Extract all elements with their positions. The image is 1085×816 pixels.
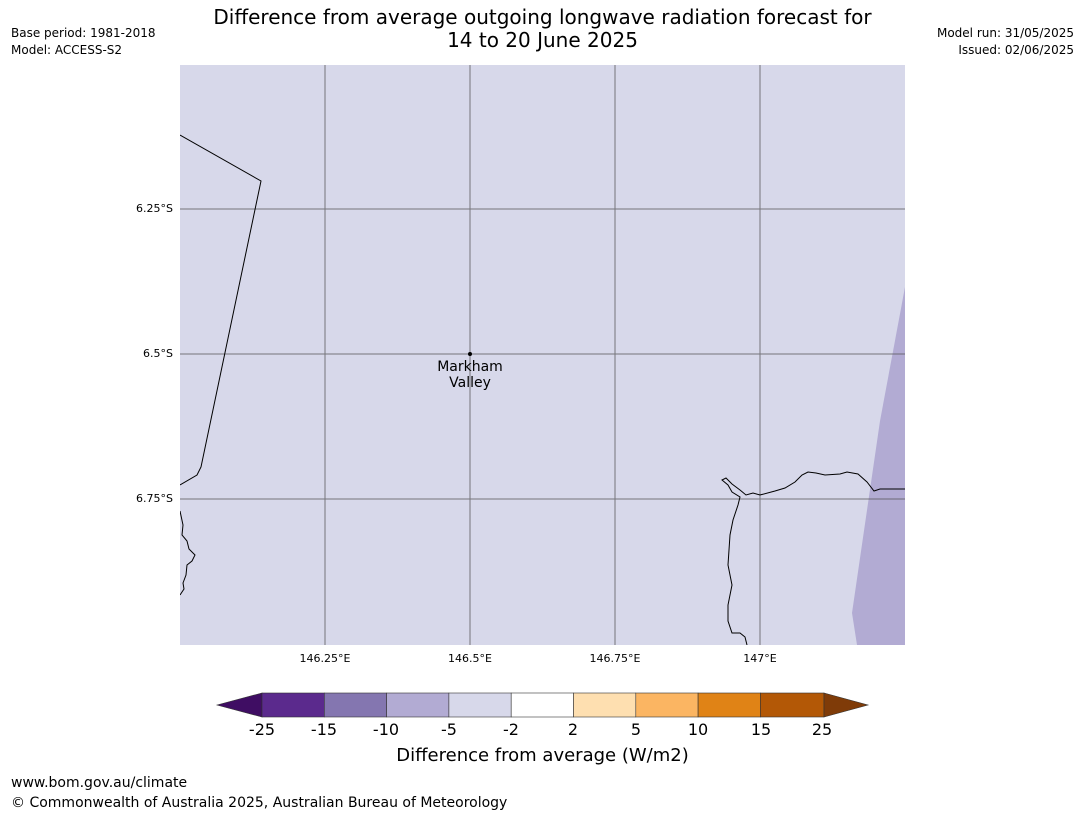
colorbar-segment — [386, 692, 450, 718]
map-canvas[interactable] — [180, 65, 905, 645]
footer-copyright: © Commonwealth of Australia 2025, Austra… — [11, 795, 508, 811]
colorbar-tick: -10 — [372, 720, 400, 739]
colorbar-segment — [697, 692, 761, 718]
lat-label: 6.5°S — [143, 347, 173, 360]
lon-label: 146.25°E — [299, 652, 351, 665]
graticule — [180, 65, 905, 645]
place-marker[interactable] — [468, 352, 472, 356]
place-name-line1: Markham — [437, 359, 503, 375]
meta-left: Base period: 1981-2018 Model: ACCESS-S2 — [11, 25, 156, 59]
colorbar-segment — [324, 692, 387, 718]
meta-right: Model run: 31/05/2025 Issued: 02/06/2025 — [937, 25, 1074, 59]
colorbar-tick: 2 — [567, 720, 579, 739]
colorbar-tick: 25 — [811, 720, 833, 739]
map-title: Difference from average outgoing longwav… — [180, 6, 905, 52]
colorbar-segment — [635, 692, 699, 718]
colorbar-tick: -5 — [441, 720, 457, 739]
colorbar-graphic — [215, 692, 870, 718]
lon-label: 146.5°E — [448, 652, 492, 665]
map-background — [180, 65, 905, 645]
coastline-east — [721, 471, 905, 645]
lon-label: 147°E — [743, 652, 777, 665]
model-text: Model: ACCESS-S2 — [11, 43, 123, 57]
colorbar-segment — [448, 692, 512, 718]
colorbar-extend-high — [823, 692, 870, 718]
colorbar-label: Difference from average (W/m2) — [396, 745, 689, 766]
colorbar-tick: 5 — [630, 720, 642, 739]
colorbar-tick: 10 — [687, 720, 709, 739]
colorbar-tick: -15 — [310, 720, 338, 739]
map-panel[interactable] — [180, 65, 905, 645]
colorbar-extend-low — [215, 692, 263, 718]
colorbar-segment — [510, 692, 574, 718]
map-title-line2: 14 to 20 June 2025 — [447, 28, 638, 52]
colorbar-segment — [261, 692, 325, 718]
place-name-line2: Valley — [449, 375, 491, 391]
map-title-line1: Difference from average outgoing longwav… — [213, 5, 872, 29]
lat-label: 6.25°S — [136, 202, 173, 215]
coastline-west — [180, 510, 196, 596]
footer-url[interactable]: www.bom.gov.au/climate — [11, 775, 188, 791]
lon-label: 146.75°E — [589, 652, 641, 665]
base-period-text: Base period: 1981-2018 — [11, 26, 156, 40]
colorbar-tick: 15 — [750, 720, 772, 739]
colorbar-segment — [573, 692, 637, 718]
anomaly-region — [852, 287, 905, 645]
colorbar-segment — [760, 692, 825, 718]
place-label: Markham Valley — [410, 359, 530, 391]
lat-label: 6.75°S — [136, 492, 173, 505]
model-run-text: Model run: 31/05/2025 — [936, 26, 1074, 40]
colorbar — [215, 690, 871, 724]
colorbar-tick: -25 — [248, 720, 276, 739]
issued-text: Issued: 02/06/2025 — [958, 43, 1074, 57]
province-boundary — [180, 134, 262, 486]
colorbar-tick: -2 — [503, 720, 519, 739]
